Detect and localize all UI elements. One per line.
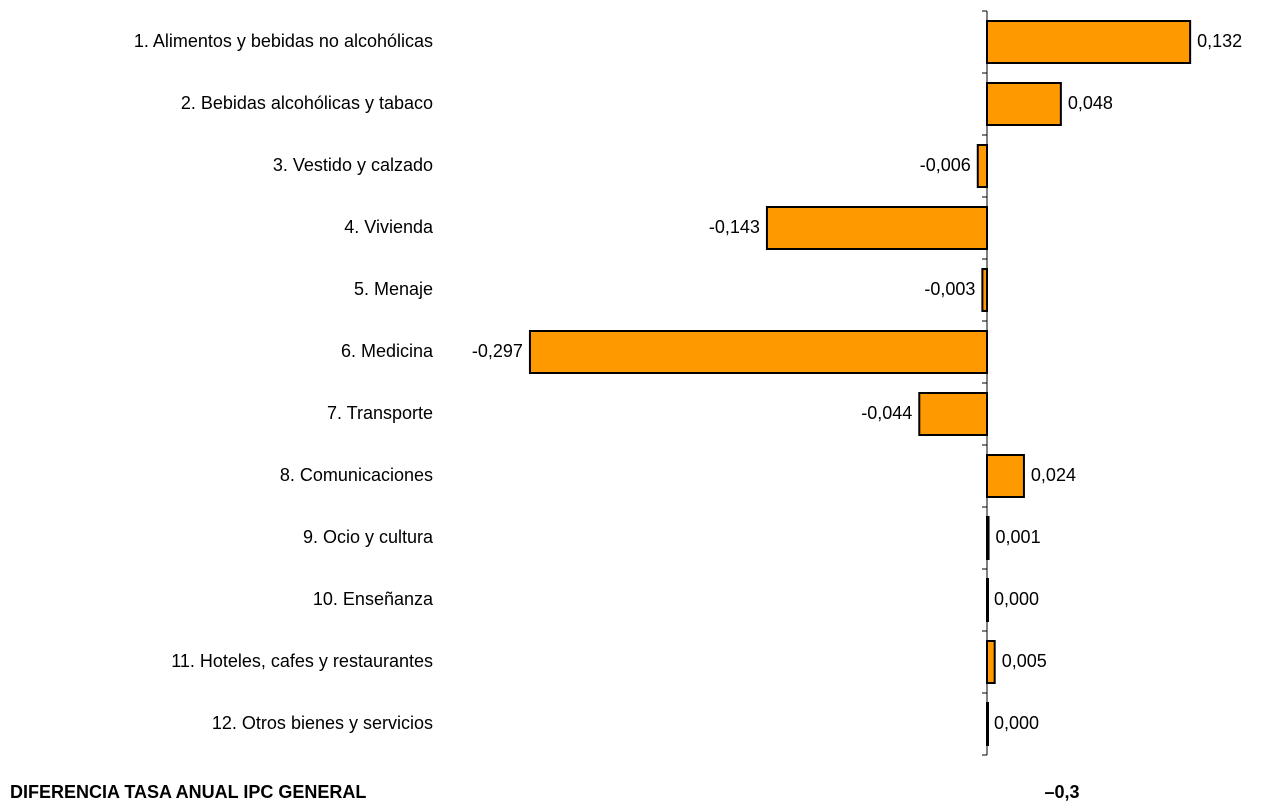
value-label: 0,024 [1031, 465, 1076, 485]
category-label: 7. Transporte [327, 403, 433, 423]
bar [986, 82, 1062, 126]
total-name: DIFERENCIA TASA ANUAL IPC GENERAL [10, 782, 366, 802]
bar [976, 144, 988, 188]
category-label: 12. Otros bienes y servicios [212, 713, 433, 733]
category-label: 1. Alimentos y bebidas no alcohólicas [134, 31, 433, 51]
value-label: -0,006 [920, 155, 971, 175]
value-label: 0,000 [994, 713, 1039, 733]
value-label: 0,132 [1197, 31, 1242, 51]
value-label: -0,297 [472, 341, 523, 361]
bar [765, 206, 989, 250]
category-label: 8. Comunicaciones [280, 465, 433, 485]
bar [986, 20, 1192, 64]
category-label: 6. Medicina [341, 341, 434, 361]
category-label: 5. Menaje [354, 279, 433, 299]
category-label: 2. Bebidas alcohólicas y tabaco [181, 93, 433, 113]
value-label: 0,005 [1002, 651, 1047, 671]
value-label: -0,003 [924, 279, 975, 299]
total-value: –0,3 [1044, 782, 1079, 802]
category-label: 9. Ocio y cultura [303, 527, 434, 547]
bar [986, 640, 996, 684]
value-label: 0,000 [994, 589, 1039, 609]
category-label: 11. Hoteles, cafes y restaurantes [171, 651, 433, 671]
category-label: 10. Enseñanza [313, 589, 434, 609]
value-label: -0,044 [861, 403, 912, 423]
bar [528, 330, 988, 374]
value-label: 0,001 [996, 527, 1041, 547]
bar [918, 392, 988, 436]
bar [981, 268, 989, 312]
value-label: 0,048 [1068, 93, 1113, 113]
value-label: -0,143 [709, 217, 760, 237]
bar [986, 454, 1025, 498]
category-label: 3. Vestido y calzado [273, 155, 433, 175]
category-label: 4. Vivienda [344, 217, 434, 237]
